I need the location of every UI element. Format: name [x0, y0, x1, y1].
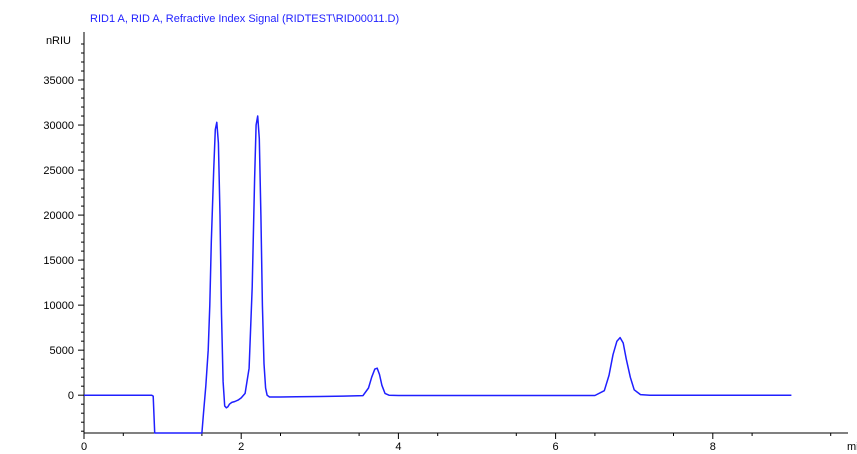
- chart-title: RID1 A, RID A, Refractive Index Signal (…: [90, 13, 399, 25]
- x-tick-label: 8: [710, 441, 716, 453]
- y-tick-label: 25000: [43, 165, 74, 177]
- y-axis: 0 5000 10000 15000 20000 25000 30000 35000: [43, 32, 85, 433]
- signal-trace-group: [84, 115, 792, 434]
- x-tick-label: 0: [81, 441, 87, 453]
- y-tick-label: 15000: [43, 255, 74, 267]
- x-axis-unit-label: mi: [847, 441, 857, 453]
- x-tick-label: 4: [395, 441, 401, 453]
- x-axis: 0 2 4 6 8: [81, 432, 848, 453]
- y-tick-label: 0: [68, 390, 74, 402]
- y-tick-label: 5000: [50, 345, 74, 357]
- y-tick-label: 10000: [43, 300, 74, 312]
- y-tick-label: 30000: [43, 120, 74, 132]
- y-tick-label: 20000: [43, 210, 74, 222]
- y-tick-label: 35000: [43, 75, 74, 87]
- x-tick-label: 2: [238, 441, 244, 453]
- x-tick-label: 6: [553, 441, 559, 453]
- y-axis-unit-label: nRIU: [46, 35, 71, 47]
- signal-trace-line: [84, 115, 792, 434]
